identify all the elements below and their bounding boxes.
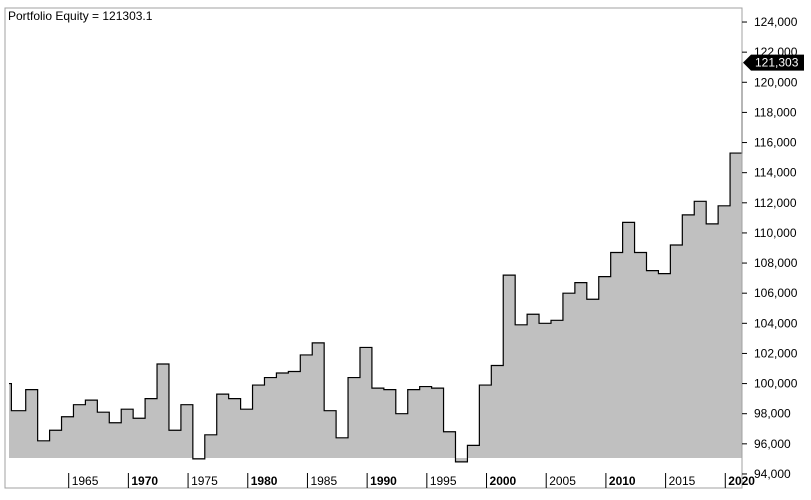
y-tick-label: 104,000 [754,316,798,330]
y-tick-label: 112,000 [754,196,797,210]
x-tick-label: 1975 [191,474,218,488]
y-tick-label: 98,000 [754,407,791,421]
x-tick-label: 2010 [609,474,636,488]
y-tick-label: 108,000 [754,256,798,270]
x-axis: 1965 1970 1975 1980 1985 1990 1995 2000 2005 2010… [68,473,755,488]
y-tick-label: 96,000 [754,437,791,451]
x-tick-label: 2020 [728,474,755,488]
chart-title: Portfolio Equity = 121303.1 [8,9,153,23]
y-tick-label: 100,000 [754,377,798,391]
x-tick-label: 1980 [251,474,278,488]
x-tick-label: 2005 [549,474,576,488]
y-tick-label: 102,000 [754,346,798,360]
y-tick-label: 94,000 [754,467,791,481]
last-value-badge [743,54,804,71]
x-tick-label: 2000 [490,474,517,488]
y-tick-label: 110,000 [754,226,797,240]
x-tick-label: 1995 [430,474,457,488]
y-tick-label: 114,000 [754,166,797,180]
y-tick-label: 124,000 [754,15,798,29]
y-tick-label: 106,000 [754,286,798,300]
last-value-text: 121,303 [755,56,799,70]
x-tick-label: 1965 [72,474,99,488]
y-tick-label: 118,000 [754,105,797,119]
x-tick-label: 1970 [131,474,158,488]
equity-area [9,106,742,462]
x-tick-label: 1990 [370,474,397,488]
x-tick-label: 2015 [669,474,696,488]
y-tick-label: 116,000 [754,136,797,150]
equity-line [9,62,743,463]
last-value-label: 121,303 [743,54,804,71]
y-axis: 94,000 96,000 98,000 100,000 102,000 104,000 1… [742,15,798,481]
x-tick-label: 1985 [310,474,337,488]
y-tick-label: 120,000 [754,75,798,89]
